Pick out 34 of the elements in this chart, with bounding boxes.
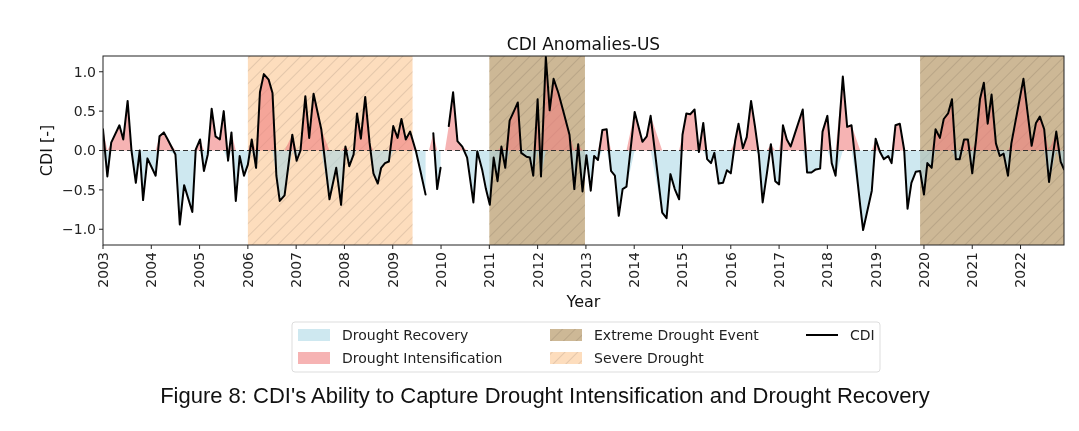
x-tick-label: 2005 — [191, 252, 208, 288]
legend-label: CDI — [850, 326, 875, 343]
x-tick-label: 2014 — [626, 251, 643, 288]
x-tick-label: 2008 — [336, 252, 353, 288]
legend-label: Severe Drought — [594, 349, 705, 366]
x-tick-label: 2006 — [239, 251, 256, 288]
y-tick-label: 0.0 — [73, 142, 96, 159]
x-tick-label: 2004 — [143, 251, 160, 288]
x-tick-label: 2018 — [819, 252, 836, 288]
x-tick-label: 2019 — [867, 252, 884, 288]
x-tick-label: 2007 — [288, 252, 305, 288]
x-tick-label: 2011 — [481, 252, 498, 288]
x-tick-label: 2016 — [722, 251, 739, 288]
x-tick-label: 2021 — [964, 252, 981, 288]
x-tick-label: 2015 — [674, 252, 691, 288]
caption: Figure 8: CDI's Ability to Capture Drought Intensification and Drought Recovery — [160, 383, 930, 408]
y-tick-label: −1.0 — [62, 221, 96, 238]
x-tick-label: 2022 — [1012, 252, 1029, 288]
x-tick-label: 2013 — [577, 252, 594, 288]
x-tick-label: 2003 — [94, 252, 111, 288]
x-axis-title: Year — [565, 292, 601, 311]
y-tick-label: 1.0 — [73, 63, 96, 80]
x-tick-label: 2010 — [432, 252, 449, 288]
x-tick-label: 2012 — [529, 252, 546, 288]
x-tick-label: 2020 — [915, 252, 932, 288]
legend-label: Extreme Drought Event — [594, 326, 760, 343]
y-axis-title: CDI [-] — [37, 124, 56, 177]
x-tick-label: 2009 — [384, 252, 401, 288]
y-tick-label: −0.5 — [62, 181, 96, 198]
legend-label: Drought Recovery — [342, 326, 469, 343]
chart-title: CDI Anomalies-US — [506, 34, 661, 54]
x-tick-label: 2017 — [770, 252, 787, 288]
y-tick-label: 0.5 — [73, 103, 96, 120]
legend-label: Drought Intensification — [342, 349, 503, 366]
